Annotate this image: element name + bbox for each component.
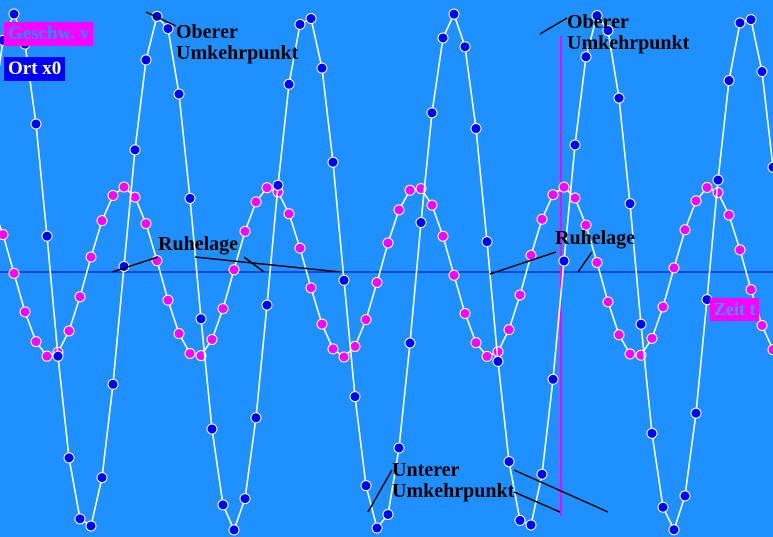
- legend-velocity: Geschw. v: [4, 22, 93, 46]
- annotation-lower-turning-point: Unterer Umkehrpunkt: [392, 460, 514, 502]
- annotation-rest-position-left: Ruhelage: [158, 234, 238, 255]
- chart-svg: [0, 0, 773, 537]
- x-axis-label: Zeit t: [710, 298, 759, 321]
- chart-root: Geschw. v Ort x0 Zeit t Oberer Umkehrpun…: [0, 0, 773, 537]
- legend-position: Ort x0: [4, 57, 65, 81]
- annotation-upper-turning-point-right: Oberer Umkehrpunkt: [567, 12, 689, 54]
- annotation-rest-position-right: Ruhelage: [555, 228, 635, 249]
- annotation-upper-turning-point-left: Oberer Umkehrpunkt: [176, 22, 298, 64]
